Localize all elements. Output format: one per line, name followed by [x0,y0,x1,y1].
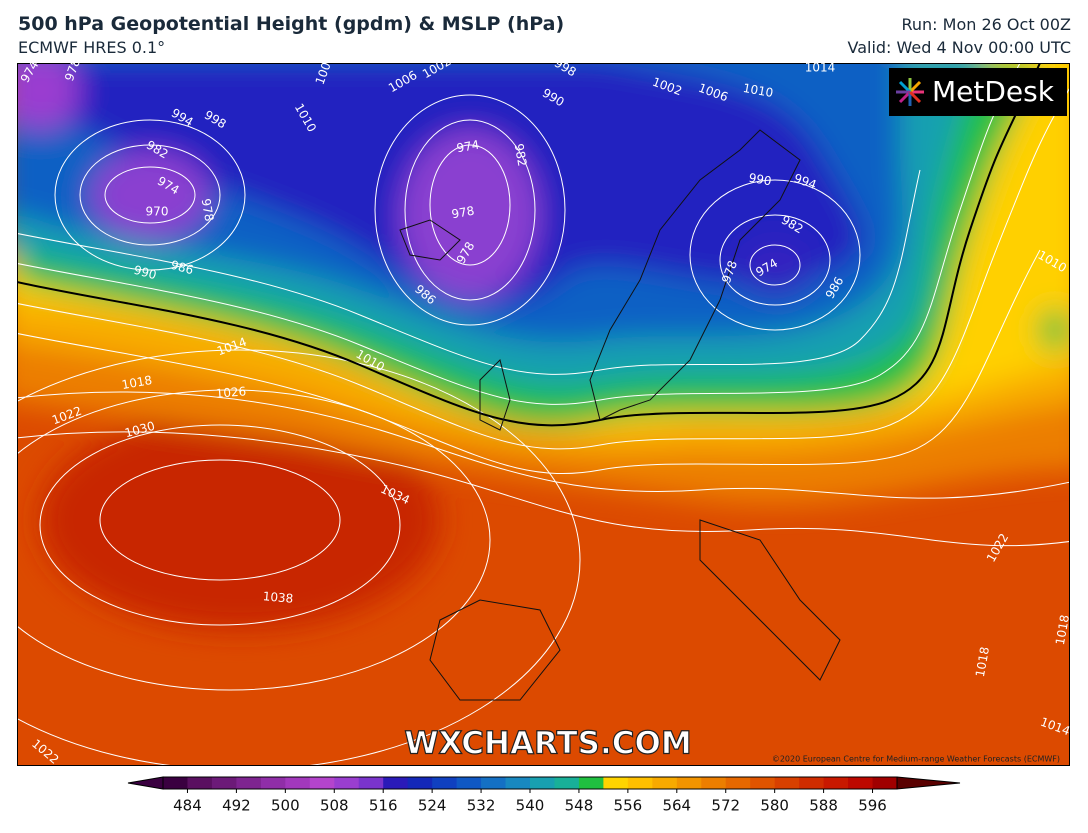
colorbar-bin [334,777,360,789]
colorbar-bin [823,777,849,789]
colorbar-bin [358,777,384,789]
colorbar-bin [652,777,678,789]
colorbar-bin [799,777,825,789]
colorbar-tick-label: 564 [662,797,691,815]
colorbar-under [127,776,164,790]
isobar-label: 1010 [742,81,775,100]
colorbar-tick-label: 532 [467,797,496,815]
colorbar-bin [285,777,311,789]
colorbar-tick-label: 500 [271,797,300,815]
coastlines [399,129,841,701]
watermark: WXCHARTS.COM [404,726,691,762]
colorbar-bin [676,777,702,789]
colorbar-bin [481,777,507,789]
colorbar-tick-label: 516 [369,797,398,815]
colorbar-bin [260,777,286,789]
isobar-label: 978 [199,197,217,222]
colorbar-tick-label: 572 [711,797,740,815]
isobars [17,63,1070,766]
colorbar-tick-label: 556 [614,797,643,815]
colorbar-bin [383,777,409,789]
contour-552 [17,63,1041,427]
isobar-label: 978 [450,204,475,222]
colorbar: 484 492 500 508 516 524 532 540 548 556 564 572 580 5… [127,776,961,815]
isobar-label: 990 [748,171,773,189]
colorbar-tick-label: 580 [760,797,789,815]
valid-time: Valid: Wed 4 Nov 00:00 UTC [847,38,1072,57]
isobar-label: 1018 [121,373,154,392]
colorbar-bin [701,777,727,789]
isobar-label: 990 [132,263,158,282]
isobar-label: 982 [512,142,530,167]
isobar-label: 1026 [215,384,247,401]
isobar-label: 1018 [1053,614,1072,647]
colorbar-bin [848,777,874,789]
colorbar-bin [554,777,580,789]
colorbar-bin [725,777,751,789]
colorbar-tick-label: 484 [173,797,202,815]
colorbar-bin [750,777,776,789]
colorbar-bin [530,777,555,789]
colorbar-tick-label: 508 [320,797,349,815]
isobar-label: 1038 [262,589,294,606]
colorbar-bin [456,777,482,789]
colorbar-bin [432,777,458,789]
colorbar-bin [309,777,335,789]
colorbar-tick-label: 524 [418,797,447,815]
run-time: Run: Mon 26 Oct 00Z [901,15,1072,34]
colorbar-tick-label: 492 [222,797,251,815]
colorbar-bin [872,777,898,789]
colorbar-bin [236,777,262,789]
copyright: ©2020 European Centre for Medium-range W… [772,755,1060,764]
subtitle: ECMWF HRES 0.1° [18,38,166,57]
colorbar-tick-label: 588 [809,797,838,815]
colorbar-bin [603,777,629,789]
colorbar-bin [627,777,653,789]
colorbar-bin [505,777,531,789]
colorbar-bin [407,777,433,789]
isobar-label: 986 [169,258,195,277]
isobar-label: 974 [455,138,480,156]
colorbar-tick-label: 596 [858,797,887,815]
logo: MetDesk [932,75,1055,108]
colorbar-bin [163,777,188,789]
colorbar-over [896,776,961,790]
title: 500 hPa Geopotential Height (gpdm) & MSL… [18,13,565,35]
isobar-label: 1018 [973,646,992,679]
colorbar-bin [774,777,800,789]
colorbar-bin [578,777,604,789]
isobar-label: 970 [146,205,169,219]
colorbar-tick-label: 548 [565,797,594,815]
colorbar-tick-label: 540 [516,797,545,815]
isobar-label: 1014 [805,61,836,75]
colorbar-bin [187,777,213,789]
colorbar-bin [211,777,237,789]
